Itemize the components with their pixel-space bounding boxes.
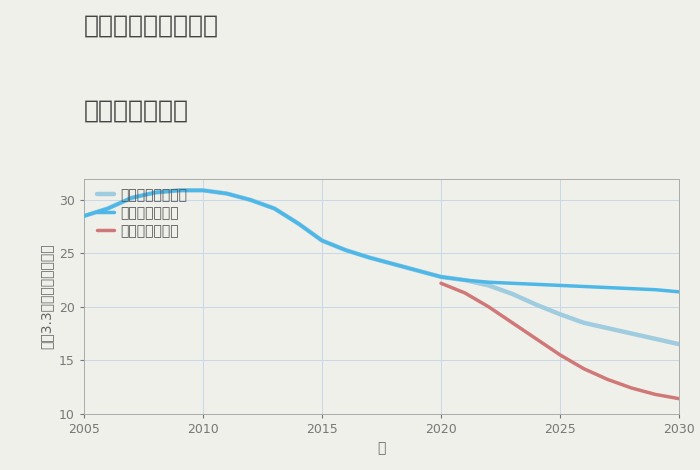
- ノーマルシナリオ: [603, 325, 612, 331]
- ノーマルシナリオ: [365, 255, 374, 260]
- グッドシナリオ: [580, 284, 588, 290]
- グッドシナリオ: [80, 213, 88, 219]
- グッドシナリオ: [294, 220, 302, 226]
- ノーマルシナリオ: [223, 191, 231, 196]
- Line: バッドシナリオ: バッドシナリオ: [441, 283, 679, 399]
- ノーマルシナリオ: [675, 341, 683, 347]
- グッドシナリオ: [627, 286, 636, 291]
- グッドシナリオ: [175, 188, 183, 193]
- グッドシナリオ: [151, 190, 160, 196]
- ノーマルシナリオ: [532, 302, 540, 307]
- ノーマルシナリオ: [294, 220, 302, 226]
- グッドシナリオ: [318, 238, 326, 243]
- Y-axis label: 平（3.3㎡）単価（万円）: 平（3.3㎡）単価（万円）: [39, 243, 53, 349]
- バッドシナリオ: [461, 290, 469, 296]
- ノーマルシナリオ: [151, 190, 160, 196]
- ノーマルシナリオ: [246, 197, 255, 203]
- Legend: ノーマルシナリオ, グッドシナリオ, バッドシナリオ: ノーマルシナリオ, グッドシナリオ, バッドシナリオ: [97, 188, 188, 238]
- バッドシナリオ: [651, 392, 659, 397]
- ノーマルシナリオ: [627, 331, 636, 337]
- グッドシナリオ: [365, 255, 374, 260]
- バッドシナリオ: [603, 376, 612, 382]
- ノーマルシナリオ: [556, 312, 564, 317]
- グッドシナリオ: [675, 289, 683, 295]
- Text: 愛知県あま市中橋の: 愛知県あま市中橋の: [84, 14, 219, 38]
- ノーマルシナリオ: [413, 267, 421, 273]
- ノーマルシナリオ: [175, 188, 183, 193]
- ノーマルシナリオ: [651, 336, 659, 342]
- ノーマルシナリオ: [270, 206, 279, 212]
- グッドシナリオ: [484, 279, 493, 285]
- バッドシナリオ: [627, 385, 636, 391]
- グッドシナリオ: [342, 247, 350, 253]
- バッドシナリオ: [484, 304, 493, 310]
- ノーマルシナリオ: [342, 247, 350, 253]
- グッドシナリオ: [437, 274, 445, 280]
- ノーマルシナリオ: [508, 291, 517, 297]
- グッドシナリオ: [127, 195, 136, 201]
- グッドシナリオ: [270, 206, 279, 212]
- ノーマルシナリオ: [389, 261, 398, 267]
- バッドシナリオ: [675, 396, 683, 401]
- グッドシナリオ: [104, 206, 112, 212]
- ノーマルシナリオ: [80, 213, 88, 219]
- グッドシナリオ: [223, 191, 231, 196]
- グッドシナリオ: [532, 282, 540, 287]
- グッドシナリオ: [603, 285, 612, 290]
- グッドシナリオ: [199, 188, 207, 193]
- グッドシナリオ: [461, 277, 469, 283]
- グッドシナリオ: [413, 267, 421, 273]
- グッドシナリオ: [556, 282, 564, 288]
- グッドシナリオ: [651, 287, 659, 292]
- バッドシナリオ: [532, 336, 540, 342]
- グッドシナリオ: [389, 261, 398, 267]
- X-axis label: 年: 年: [377, 441, 386, 455]
- ノーマルシナリオ: [437, 274, 445, 280]
- グッドシナリオ: [246, 197, 255, 203]
- バッドシナリオ: [580, 366, 588, 372]
- ノーマルシナリオ: [580, 320, 588, 326]
- Line: グッドシナリオ: グッドシナリオ: [84, 190, 679, 292]
- バッドシナリオ: [508, 320, 517, 326]
- ノーマルシナリオ: [318, 238, 326, 243]
- ノーマルシナリオ: [104, 206, 112, 212]
- バッドシナリオ: [556, 352, 564, 358]
- グッドシナリオ: [508, 281, 517, 286]
- ノーマルシナリオ: [484, 282, 493, 288]
- Line: ノーマルシナリオ: ノーマルシナリオ: [84, 190, 679, 344]
- ノーマルシナリオ: [199, 188, 207, 193]
- ノーマルシナリオ: [127, 195, 136, 201]
- バッドシナリオ: [437, 281, 445, 286]
- Text: 土地の価格推移: 土地の価格推移: [84, 99, 189, 123]
- ノーマルシナリオ: [461, 277, 469, 283]
